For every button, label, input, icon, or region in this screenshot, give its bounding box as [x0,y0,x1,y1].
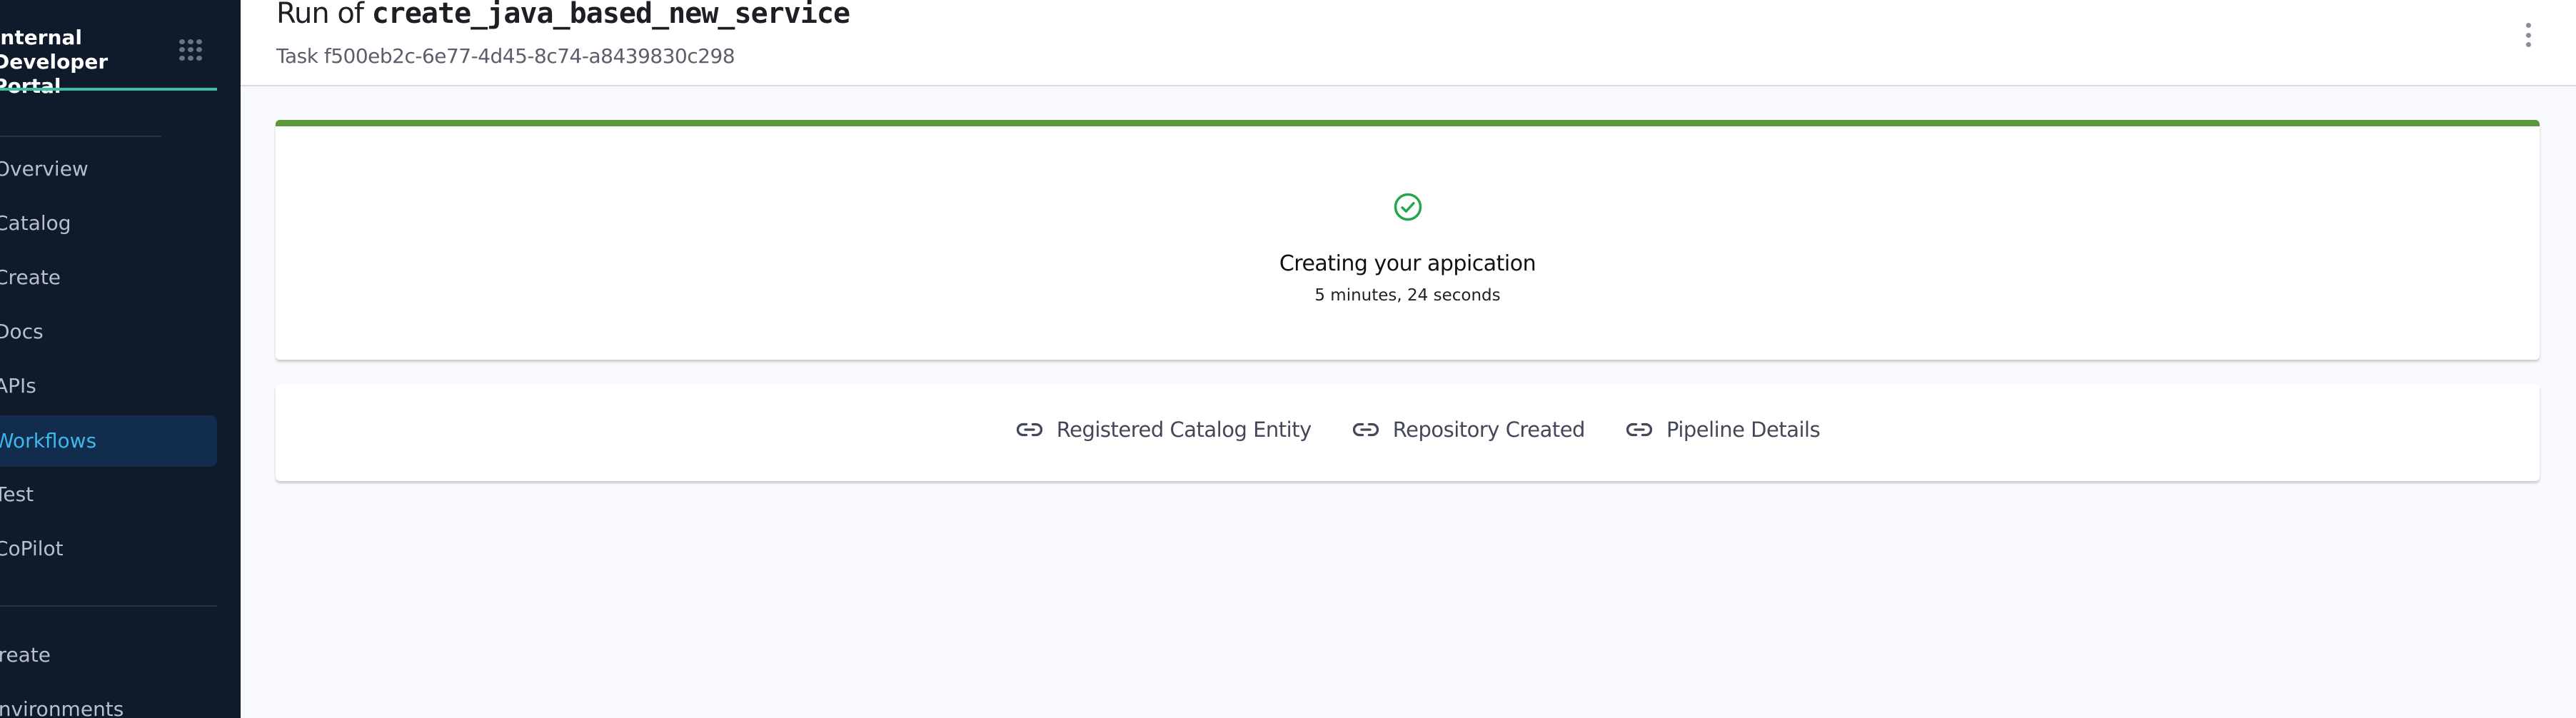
sidebar-item-label: APIs [0,374,36,398]
status-message: Creating your appication [1279,251,1536,276]
check-circle-icon [1394,193,1422,221]
sidebar-item-label: Environments [0,697,124,718]
sidebar-item-label: Docs [0,320,44,343]
status-card: Creating your appication 5 minutes, 24 s… [276,120,2540,360]
link-icon [1352,423,1379,437]
divider [0,136,161,137]
duration: 5 minutes, 24 seconds [1314,286,1501,305]
page-title: Run of create_java_based_new_service [276,0,850,30]
sidebar: Internal Developer Portal Overview Catal… [0,0,241,718]
link-repository-created[interactable]: Repository Created [1352,418,1586,442]
sidebar-item-environments[interactable]: Environments [0,684,217,718]
sidebar-item-overview[interactable]: Overview [0,143,217,195]
divider [0,605,217,607]
link-label: Repository Created [1392,418,1586,442]
link-label: Registered Catalog Entity [1056,418,1312,442]
output-links-card: Registered Catalog Entity Repository Cre… [276,384,2540,481]
app-grid-icon[interactable] [179,39,202,61]
sidebar-item-label: Test [0,482,34,506]
sidebar-item-label: Create [0,643,51,667]
sidebar-item-label: Create [0,266,61,289]
sidebar-item-label: Overview [0,157,89,181]
sidebar-item-label: Workflows [0,429,97,452]
sidebar-item-apis[interactable]: APIs [0,360,217,412]
more-options-icon[interactable] [2526,23,2532,47]
sidebar-item-label: Catalog [0,211,71,235]
link-label: Pipeline Details [1666,418,1821,442]
link-icon [1016,423,1042,437]
brand-title[interactable]: Internal Developer Portal [0,26,109,98]
task-id: Task f500eb2c-6e77-4d45-8c74-a8439830c29… [276,44,735,68]
sidebar-item-docs[interactable]: Docs [0,306,217,358]
sidebar-item-create[interactable]: Create [0,252,217,303]
title-prefix: Run of [276,0,364,30]
sidebar-item-create-secondary[interactable]: Create [0,629,217,681]
brand-underline [0,88,217,91]
sidebar-item-catalog[interactable]: Catalog [0,198,217,249]
sidebar-item-label: CoPilot [0,537,64,560]
link-registered-catalog-entity[interactable]: Registered Catalog Entity [1016,418,1312,442]
page-header: Run of create_java_based_new_service Tas… [241,0,2576,86]
link-pipeline-details[interactable]: Pipeline Details [1626,418,1821,442]
sidebar-item-workflows[interactable]: Workflows [0,415,217,467]
template-name: create_java_based_new_service [371,0,850,30]
sidebar-item-copilot[interactable]: CoPilot [0,523,217,575]
sidebar-item-test[interactable]: Test [0,469,217,520]
link-icon [1626,423,1652,437]
